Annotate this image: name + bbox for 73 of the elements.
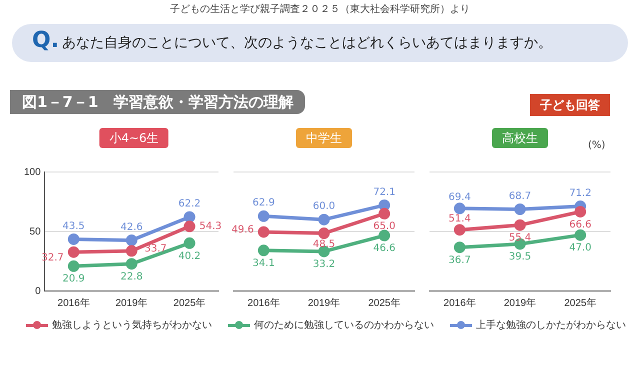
- point: [454, 224, 466, 236]
- point: [258, 210, 270, 222]
- data-label: 33.2: [312, 259, 336, 270]
- x-tick-label: 2019年: [504, 296, 536, 309]
- data-label: 22.8: [120, 271, 143, 282]
- x-tick-label: 2016年: [248, 296, 280, 309]
- data-label: 62.9: [252, 198, 275, 209]
- data-label: 42.6: [120, 222, 143, 233]
- x-tick-label: 2019年: [115, 296, 148, 309]
- point: [184, 237, 196, 249]
- point: [258, 226, 270, 238]
- data-label: 62.2: [178, 198, 201, 210]
- chart-title: 高校生: [492, 128, 548, 148]
- point: [318, 228, 330, 240]
- data-label: 47.0: [569, 242, 592, 254]
- point: [126, 258, 138, 270]
- text: 子どもの生活と学び親子調査２０２５（東大社会科学研究所）より: [169, 2, 471, 16]
- x-tick-label: 2025年: [368, 296, 400, 309]
- point: [318, 214, 330, 226]
- data-label: 34.1: [252, 258, 275, 270]
- point: [258, 244, 270, 256]
- data-label: 51.4: [448, 213, 471, 224]
- data-label: 20.9: [62, 274, 85, 285]
- data-label: 71.2: [569, 188, 592, 199]
- data-label: 39.5: [508, 252, 532, 263]
- point: [378, 230, 390, 242]
- x-tick-label: 2019年: [308, 296, 340, 309]
- chart-title: 中学生: [296, 128, 352, 148]
- point: [378, 199, 390, 211]
- point: [574, 229, 586, 241]
- point: [378, 208, 390, 220]
- legend-label: 上手な勉強のしかたがわからない: [476, 318, 626, 332]
- text: 子ども回答: [530, 94, 610, 116]
- point: [454, 202, 466, 214]
- caption: 図1－7－1 学習意欲・学習方法の理解: [10, 90, 306, 114]
- data-label: 66.6: [569, 219, 592, 230]
- y-tick-label: 50: [30, 226, 42, 238]
- legend-label: 勉強しようという気持ちがわかない: [52, 318, 212, 332]
- data-label: 69.4: [448, 192, 471, 204]
- x-tick-label: 2016年: [58, 296, 90, 309]
- data-label: 54.3: [199, 220, 222, 232]
- data-label: 48.5: [312, 238, 336, 250]
- point: [574, 206, 586, 218]
- point: [126, 234, 138, 246]
- point: [454, 242, 466, 254]
- chart-title: 小4~6生: [99, 128, 169, 148]
- x-tick-label: 2016年: [444, 296, 476, 309]
- data-label: 43.5: [62, 220, 85, 232]
- y-tick-label: 0: [35, 286, 42, 297]
- point: [68, 260, 80, 272]
- point: [514, 219, 526, 231]
- legend-label: 何のために勉強しているのかわからない: [254, 319, 434, 332]
- text: あなた自身のことについて、次のようなことはどれくらいあてはまりますか。: [62, 34, 552, 52]
- point: [184, 211, 196, 223]
- point: [514, 203, 526, 215]
- y-tick-label: 100: [24, 166, 42, 178]
- point: [68, 246, 80, 258]
- data-label: 46.6: [373, 243, 396, 254]
- data-label: 55.4: [508, 232, 532, 244]
- text: (%): [588, 140, 606, 151]
- data-label: 72.1: [373, 186, 396, 198]
- data-label: 49.6: [232, 224, 254, 236]
- data-label: 60.0: [312, 201, 336, 212]
- x-tick-label: 2025年: [173, 296, 206, 309]
- data-label: 65.0: [373, 221, 396, 232]
- data-label: 36.7: [448, 254, 471, 266]
- point: [184, 220, 196, 232]
- data-label: 68.7: [508, 190, 532, 202]
- data-label: 40.2: [178, 250, 201, 262]
- point: [68, 233, 80, 245]
- x-tick-label: 2025年: [564, 296, 596, 309]
- point: [126, 245, 138, 257]
- text: Q.: [32, 28, 60, 53]
